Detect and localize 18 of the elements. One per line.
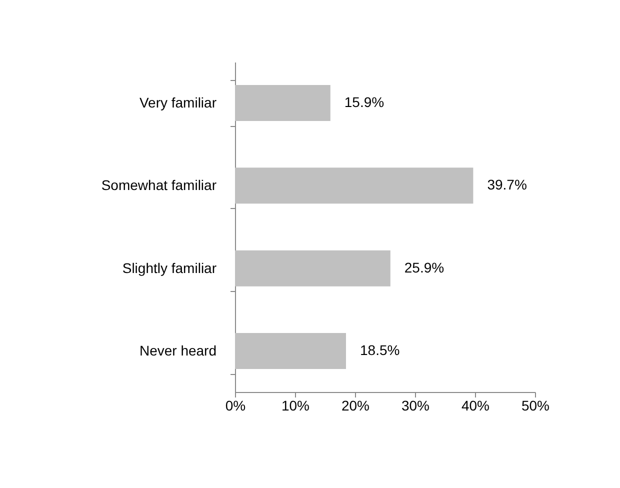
x-tick-label: 20% — [341, 398, 370, 414]
bar — [235, 333, 346, 370]
x-tick-label: 50% — [521, 398, 550, 414]
data-label: 39.7% — [487, 176, 527, 193]
bar — [235, 168, 474, 204]
y-tick-label: Somewhat familiar — [101, 177, 217, 194]
y-tick-label: Never heard — [139, 342, 216, 359]
bar — [235, 84, 330, 121]
data-label: 25.9% — [404, 259, 444, 276]
data-label: 18.5% — [360, 342, 400, 358]
y-tick-label: Slightly familiar — [122, 260, 217, 276]
x-tick-label: 40% — [461, 398, 490, 414]
x-tick-label: 30% — [401, 398, 430, 414]
y-tick-label: Very familiar — [139, 94, 217, 110]
data-label: 15.9% — [344, 94, 384, 110]
x-tick-label: 0% — [225, 398, 246, 414]
x-tick-label: 10% — [281, 398, 310, 414]
bar — [235, 250, 390, 286]
